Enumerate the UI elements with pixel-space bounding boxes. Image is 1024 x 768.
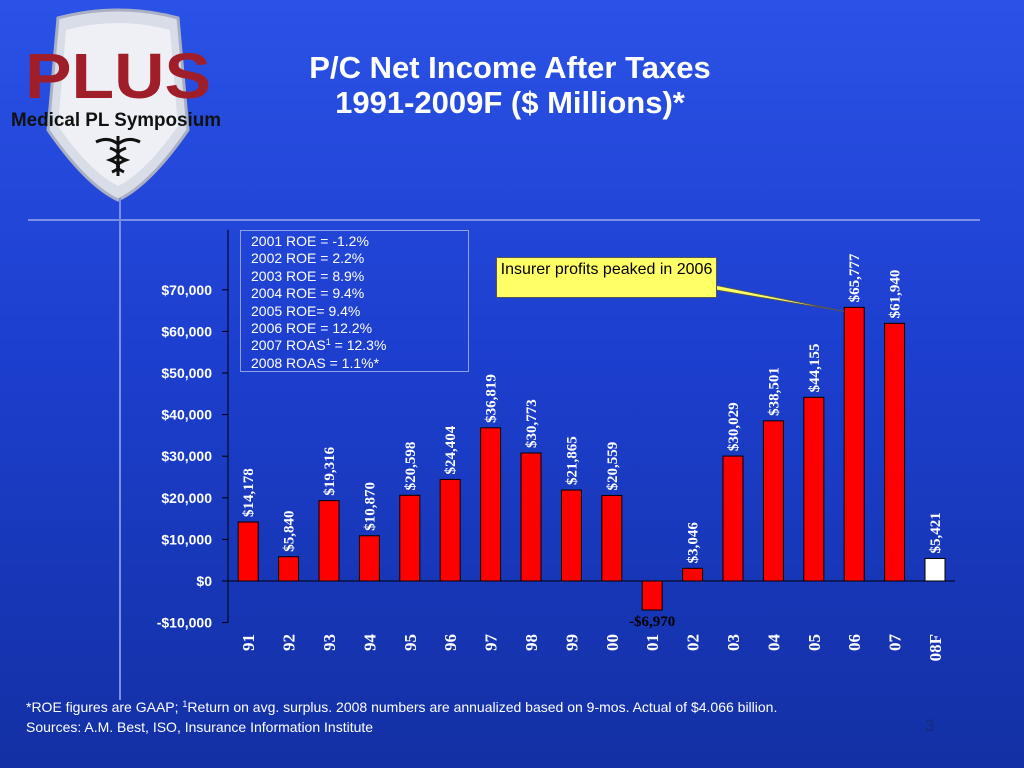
chart-title: P/C Net Income After Taxes 1991-2009F ($… xyxy=(230,50,790,120)
bar-value-label: $36,819 xyxy=(484,374,500,423)
bar xyxy=(520,452,542,582)
chart-title-line1: P/C Net Income After Taxes xyxy=(309,50,711,85)
logo-plus-text: PLUS xyxy=(25,40,211,112)
x-tick-label: 92 xyxy=(280,634,299,651)
x-tick-label: 98 xyxy=(522,634,541,651)
roe-line: 2004 ROE = 9.4% xyxy=(251,285,365,302)
caduceus-icon xyxy=(95,136,141,176)
bar xyxy=(762,420,784,582)
bar-value-label: $3,046 xyxy=(686,522,702,564)
y-tick-label: $40,000 xyxy=(161,407,212,423)
bar-value-label: $14,178 xyxy=(241,468,257,517)
vertical-divider xyxy=(119,198,121,700)
bar xyxy=(480,427,502,582)
bar-value-label: $21,865 xyxy=(564,436,580,485)
x-tick-label: 00 xyxy=(603,634,622,651)
x-tick-label: 93 xyxy=(320,634,339,651)
x-tick-label: 05 xyxy=(805,634,824,651)
roe-line: 2001 ROE = -1.2% xyxy=(251,233,369,249)
y-tick-label: $60,000 xyxy=(161,323,212,339)
roe-line: 2005 ROE= 9.4% xyxy=(251,302,361,319)
x-tick-label: 91 xyxy=(239,634,258,651)
roe-line: 2002 ROE = 2.2% xyxy=(251,250,365,267)
bar-value-label: $19,316 xyxy=(322,446,338,495)
bar-value-label: $30,773 xyxy=(524,399,540,448)
bar xyxy=(237,521,259,582)
footnote: *ROE figures are GAAP; 1Return on avg. s… xyxy=(26,697,1006,737)
bar xyxy=(318,500,340,582)
bar-value-label: $44,155 xyxy=(807,344,823,393)
x-tick-label: 94 xyxy=(360,634,379,652)
plus-logo: PLUS Medical PL Symposium xyxy=(11,8,221,202)
roe-box: 2001 ROE = -1.2% 2002 ROE = 2.2% 2003 ROE … xyxy=(240,230,469,372)
page-number: 3 xyxy=(925,716,935,735)
bar xyxy=(601,494,623,582)
bar xyxy=(843,306,865,582)
x-tick-label: 04 xyxy=(764,634,783,652)
x-tick-label: 99 xyxy=(562,634,581,651)
callout-text: Insurer profits peaked in 2006 xyxy=(500,261,713,278)
chart-title-line2: 1991-2009F ($ Millions)* xyxy=(335,85,685,120)
bar-value-label: $20,598 xyxy=(403,442,419,491)
x-tick-label: 95 xyxy=(401,634,420,651)
y-tick-label: $30,000 xyxy=(161,448,212,464)
x-tick-label: 02 xyxy=(684,634,703,651)
bar xyxy=(722,455,744,582)
bar-value-label: $30,029 xyxy=(726,402,742,451)
y-tick-label: -$10,000 xyxy=(157,615,212,631)
x-tick-label: 96 xyxy=(441,634,460,651)
x-tick-label: 08F xyxy=(926,634,945,661)
x-tick-label: 07 xyxy=(886,634,905,652)
bar xyxy=(803,396,825,582)
roe-line: 2007 ROAS1 = 12.3% xyxy=(251,337,387,354)
bar xyxy=(278,556,300,582)
y-tick-label: $20,000 xyxy=(161,490,212,506)
bar-value-label: $10,870 xyxy=(362,482,378,531)
roe-line: 2008 ROAS = 1.1%* xyxy=(251,354,380,371)
x-tick-label: 01 xyxy=(643,634,662,651)
bar xyxy=(560,489,582,582)
bar-value-label: $5,840 xyxy=(282,510,298,551)
footnote-line1: *ROE figures are GAAP; 1Return on avg. s… xyxy=(26,699,778,715)
bar-value-label: $61,940 xyxy=(888,270,904,319)
bar xyxy=(358,535,380,582)
bar xyxy=(399,494,421,582)
y-tick-label: $70,000 xyxy=(161,282,212,298)
callout-pointer xyxy=(699,281,845,312)
bar xyxy=(924,557,946,582)
bar xyxy=(641,580,663,611)
bar xyxy=(884,322,906,582)
callout-box: Insurer profits peaked in 2006 xyxy=(496,257,717,298)
y-tick-label: $0 xyxy=(196,573,212,589)
roe-line: 2006 ROE = 12.2% xyxy=(251,320,373,337)
roe-line: 2003 ROE = 8.9% xyxy=(251,267,365,284)
bar-value-label: $20,559 xyxy=(605,442,621,491)
bar xyxy=(439,478,461,582)
x-tick-label: 97 xyxy=(482,634,501,652)
bar-value-label: $65,777 xyxy=(847,253,863,302)
bar-value-label: -$6,970 xyxy=(629,614,675,630)
bar-value-label: $5,421 xyxy=(928,512,944,553)
x-tick-label: 03 xyxy=(724,634,743,651)
bar-value-label: $38,501 xyxy=(766,367,782,416)
y-tick-label: $50,000 xyxy=(161,365,212,381)
logo-subtitle: Medical PL Symposium xyxy=(11,110,221,131)
x-tick-label: 06 xyxy=(845,634,864,651)
footnote-sources: Sources: A.M. Best, ISO, Insurance Infor… xyxy=(26,719,374,735)
bar-value-label: $24,404 xyxy=(443,425,459,474)
y-tick-label: $10,000 xyxy=(161,531,212,547)
bar xyxy=(682,567,704,582)
horizontal-divider xyxy=(28,219,980,221)
